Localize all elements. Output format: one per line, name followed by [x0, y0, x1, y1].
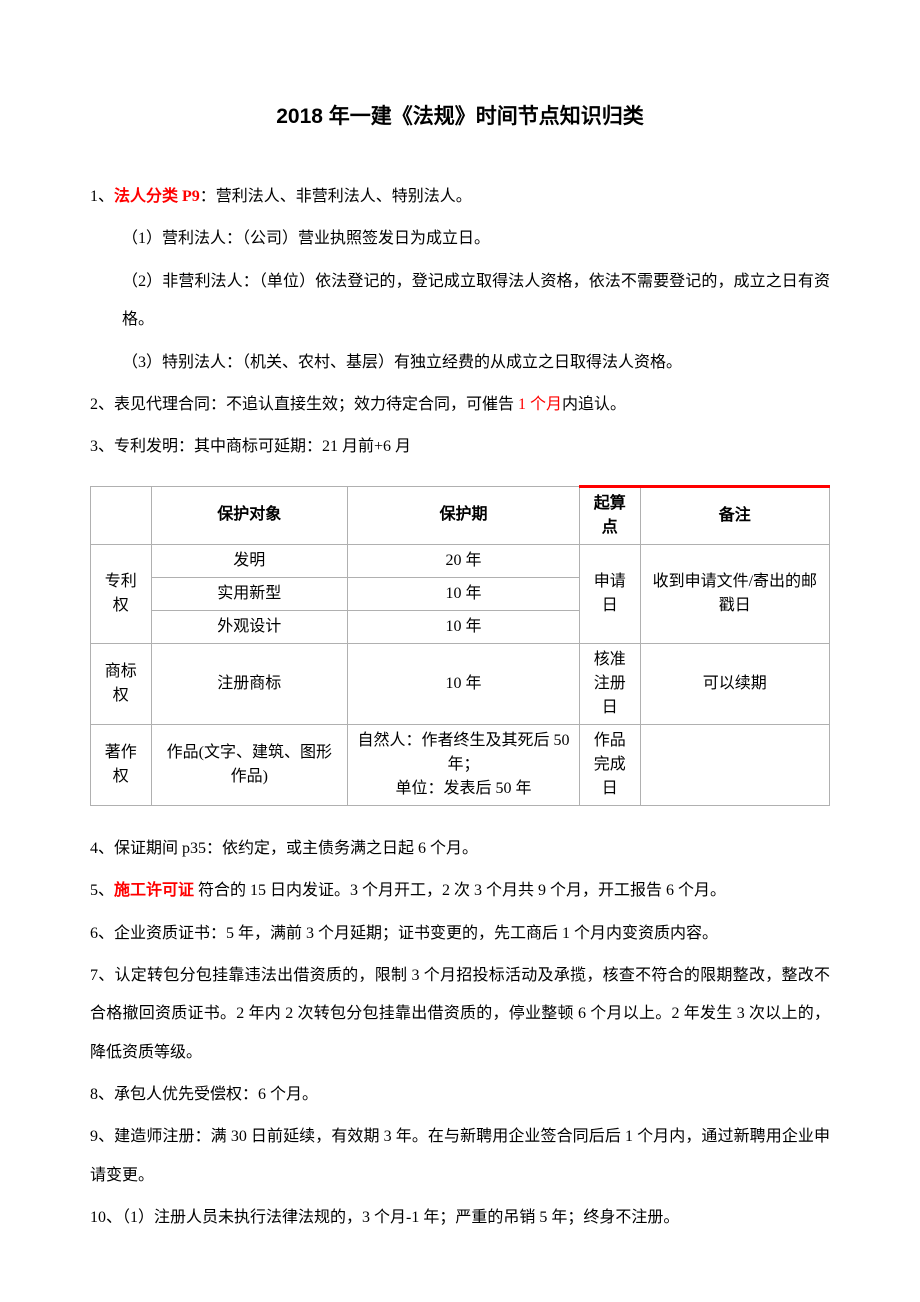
ip-rights-table: 保护对象 保护期 起算点 备注 专利权 发明 20 年 申请日 收到申请文件/寄… [90, 485, 830, 806]
p5-num: 5、 [90, 882, 114, 899]
cell: 可以续期 [640, 643, 829, 724]
cell [640, 724, 829, 805]
para-5: 5、施工许可证 符合的 15 日内发证。3 个月开工，2 次 3 个月共 9 个… [90, 872, 830, 910]
th-period: 保护期 [347, 486, 579, 544]
para-9: 9、建造师注册：满 30 日前延续，有效期 3 年。在与新聘用企业签合同后后 1… [90, 1118, 830, 1195]
para-7: 7、认定转包分包挂靠违法出借资质的，限制 3 个月招投标活动及承揽，核查不符合的… [90, 957, 830, 1072]
table-row: 专利权 发明 20 年 申请日 收到申请文件/寄出的邮戳日 [91, 544, 830, 577]
cell: 作品完成日 [579, 724, 640, 805]
cell: 20 年 [347, 544, 579, 577]
cell: 10 年 [347, 577, 579, 610]
th-start: 起算点 [579, 486, 640, 544]
page-title: 2018 年一建《法规》时间节点知识归类 [90, 100, 830, 130]
th-object: 保护对象 [151, 486, 347, 544]
cell: 10 年 [347, 610, 579, 643]
cell: 发明 [151, 544, 347, 577]
para-1-3: （3）特别法人：（机关、农村、基层）有独立经费的从成立之日取得法人资格。 [90, 344, 830, 382]
cell: 作品(文字、建筑、图形作品) [151, 724, 347, 805]
para-1-1: （1）营利法人：（公司）营业执照签发日为成立日。 [90, 220, 830, 258]
para-6: 6、企业资质证书：5 年，满前 3 个月延期；证书变更的，先工商后 1 个月内变… [90, 915, 830, 953]
p1-num: 1、 [90, 188, 114, 205]
table-row: 商标权 注册商标 10 年 核准注册日 可以续期 [91, 643, 830, 724]
para-1: 1、法人分类 P9：营利法人、非营利法人、特别法人。 [90, 178, 830, 216]
cell-copyright: 著作权 [91, 724, 152, 805]
para-3: 3、专利发明：其中商标可延期：21 月前+6 月 [90, 428, 830, 466]
table-header-row: 保护对象 保护期 起算点 备注 [91, 486, 830, 544]
para-8: 8、承包人优先受偿权：6 个月。 [90, 1076, 830, 1114]
th-note: 备注 [640, 486, 829, 544]
cell: 收到申请文件/寄出的邮戳日 [640, 544, 829, 643]
cell: 申请日 [579, 544, 640, 643]
p5-red: 施工许可证 [114, 882, 198, 899]
cell-trademark: 商标权 [91, 643, 152, 724]
cell: 外观设计 [151, 610, 347, 643]
cell: 10 年 [347, 643, 579, 724]
p1-red: 法人分类 P9 [114, 188, 200, 205]
p1-rest: ：营利法人、非营利法人、特别法人。 [200, 188, 472, 205]
p2-red: 1 个月 [518, 396, 562, 413]
p2-before: 2、表见代理合同：不追认直接生效；效力待定合同，可催告 [90, 396, 518, 413]
th-blank [91, 486, 152, 544]
para-4: 4、保证期间 p35：依约定，或主债务满之日起 6 个月。 [90, 830, 830, 868]
p2-after: 内追认。 [562, 396, 626, 413]
p5-rest: 符合的 15 日内发证。3 个月开工，2 次 3 个月共 9 个月，开工报告 6… [198, 882, 726, 899]
cell: 核准注册日 [579, 643, 640, 724]
para-1-2: （2）非营利法人：（单位）依法登记的，登记成立取得法人资格，依法不需要登记的，成… [90, 263, 830, 340]
cell: 注册商标 [151, 643, 347, 724]
cell: 自然人：作者终生及其死后 50年；单位：发表后 50 年 [347, 724, 579, 805]
table-row: 著作权 作品(文字、建筑、图形作品) 自然人：作者终生及其死后 50年；单位：发… [91, 724, 830, 805]
cell-patent: 专利权 [91, 544, 152, 643]
para-2: 2、表见代理合同：不追认直接生效；效力待定合同，可催告 1 个月内追认。 [90, 386, 830, 424]
cell: 实用新型 [151, 577, 347, 610]
para-10: 10、（1）注册人员未执行法律法规的，3 个月-1 年；严重的吊销 5 年；终身… [90, 1199, 830, 1237]
